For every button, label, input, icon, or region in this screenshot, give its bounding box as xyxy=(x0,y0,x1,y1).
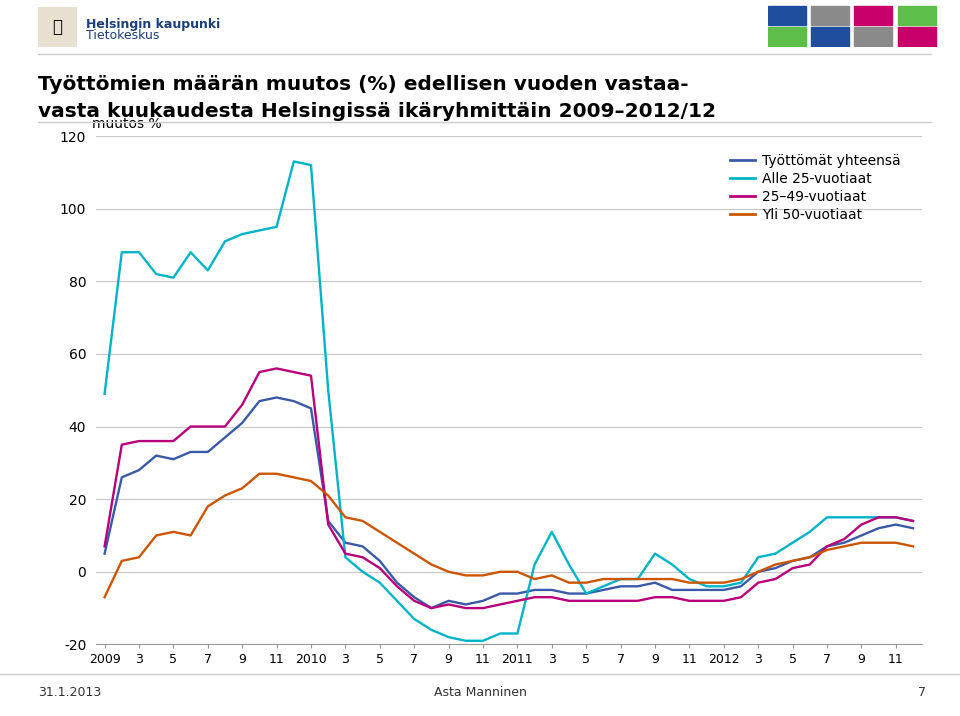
Text: 🦁: 🦁 xyxy=(53,18,62,36)
Bar xyxy=(768,27,806,47)
Bar xyxy=(768,6,806,25)
Bar xyxy=(854,27,893,47)
Text: Asta Manninen: Asta Manninen xyxy=(434,686,526,699)
Text: muutos %: muutos % xyxy=(92,117,161,131)
Bar xyxy=(811,27,850,47)
Text: Tietokeskus: Tietokeskus xyxy=(86,29,159,42)
Bar xyxy=(898,6,936,25)
Legend: Työttömät yhteensä, Alle 25-vuotiaat, 25–49-vuotiaat, Yli 50-vuotiaat: Työttömät yhteensä, Alle 25-vuotiaat, 25… xyxy=(725,148,906,228)
Text: 7: 7 xyxy=(919,686,926,699)
Bar xyxy=(898,27,936,47)
Text: vasta kuukaudesta Helsingissä ikäryhmittäin 2009–2012/12: vasta kuukaudesta Helsingissä ikäryhmitt… xyxy=(38,102,716,121)
Text: Työttömien määrän muutos (%) edellisen vuoden vastaa-: Työttömien määrän muutos (%) edellisen v… xyxy=(38,75,689,95)
Text: 31.1.2013: 31.1.2013 xyxy=(38,686,102,699)
Bar xyxy=(811,6,850,25)
Bar xyxy=(854,6,893,25)
Text: Helsingin kaupunki: Helsingin kaupunki xyxy=(86,18,221,31)
